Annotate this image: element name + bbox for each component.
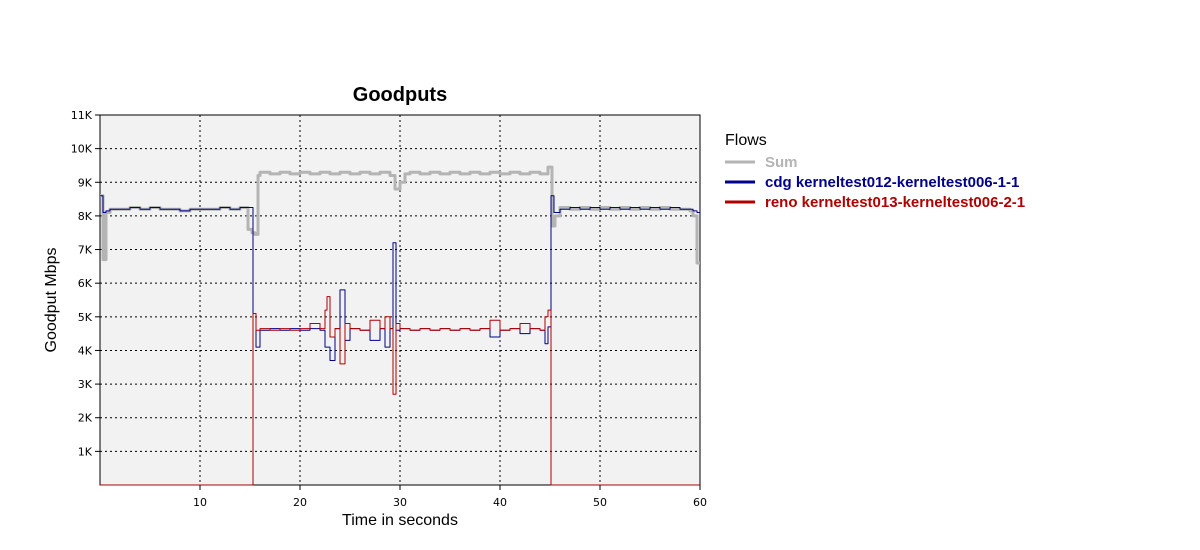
x-tick-label: 40 [493, 496, 507, 509]
y-axis-label: Goodput Mbps [43, 248, 60, 353]
chart-title: Goodputs [353, 84, 447, 106]
x-tick-label: 60 [693, 496, 707, 509]
x-tick-label: 30 [393, 496, 407, 509]
y-tick-label: 6K [78, 277, 93, 290]
y-tick-label: 9K [78, 176, 93, 189]
y-tick-label: 7K [78, 244, 93, 257]
series-line-1 [100, 195, 700, 361]
legend-label: cdg kerneltest012-kerneltest006-1-1 [765, 174, 1019, 191]
grid-lines [100, 115, 700, 485]
legend-label: reno kerneltest013-kerneltest006-2-1 [765, 194, 1025, 211]
legend: Sum cdg kerneltest012-kerneltest006-1-1 re… [725, 154, 1025, 211]
y-tick-label: 4K [78, 344, 93, 357]
axis-ticks: 10 20 30 40 50 60 1K 2K 3K 4K 5K 6K 7K 8K 9K 10K 11K [71, 109, 707, 509]
y-tick-label: 2K [78, 412, 93, 425]
y-tick-label: 3K [78, 378, 93, 391]
x-tick-label: 50 [593, 496, 607, 509]
y-tick-label: 5K [78, 311, 93, 324]
x-axis-label: Time in seconds [342, 512, 458, 529]
y-tick-label: 8K [78, 210, 93, 223]
legend-title: Flows [725, 132, 767, 149]
series-line-2 [100, 296, 700, 486]
x-tick-label: 10 [193, 496, 207, 509]
series-lines [100, 165, 700, 486]
y-tick-label: 11K [71, 109, 93, 122]
y-tick-label: 1K [78, 445, 93, 458]
y-tick-label: 10K [71, 143, 93, 156]
legend-label: Sum [765, 154, 798, 171]
x-tick-label: 20 [293, 496, 307, 509]
